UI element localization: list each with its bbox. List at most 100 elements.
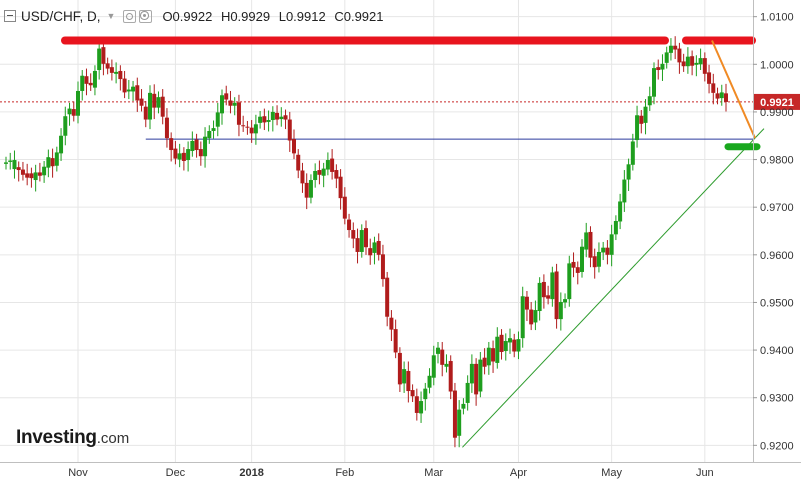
candle-body [584, 232, 589, 250]
y-tick-label-0: 1.0100 [760, 12, 794, 24]
annotations-front: 0.9921 [61, 36, 800, 151]
y-tick-label-2: 0.9900 [760, 107, 794, 119]
candle-body [46, 157, 51, 168]
candle-body [63, 116, 68, 136]
candle-body [571, 261, 576, 268]
candle-body [711, 83, 716, 93]
candle-body [88, 82, 93, 86]
candle-body [652, 68, 656, 97]
candle-body [25, 173, 30, 178]
candle-body [452, 390, 457, 438]
candle-body [173, 148, 178, 159]
candle-body [12, 160, 17, 170]
candle-body [139, 98, 144, 106]
x-tick-label-6: May [601, 467, 622, 479]
candle-body [194, 139, 199, 151]
candle-body [664, 52, 669, 63]
ohlc-readout: O0.9922 H0.9929 L0.9912 C0.9921 [162, 9, 388, 24]
candle-body [118, 70, 123, 80]
candle-body [609, 234, 614, 255]
candle-body [440, 349, 445, 365]
candle-body [448, 361, 453, 392]
candle-body [236, 102, 241, 125]
candle-body [635, 115, 640, 141]
candle-body [533, 310, 538, 323]
candle-body [724, 93, 728, 102]
candle-body [283, 115, 288, 120]
candle-body [393, 329, 398, 353]
candle-body [8, 160, 13, 162]
candle-body [495, 336, 500, 363]
candle-body [681, 61, 686, 67]
candle-body [402, 369, 407, 384]
candle-body [313, 170, 318, 181]
candle-body [626, 164, 631, 180]
candle-body [554, 271, 559, 320]
last-price-label: 0.9921 [760, 97, 794, 109]
candle-body [461, 403, 466, 409]
candle-body [567, 263, 572, 300]
candle-body [29, 173, 34, 179]
candle-body [368, 248, 373, 256]
y-tick-label-1: 1.0000 [760, 59, 794, 71]
candle-body [296, 154, 301, 171]
candle-body [719, 92, 724, 99]
candle-body [592, 256, 597, 268]
y-tick-label-9: 0.9200 [760, 440, 794, 452]
candle-body [245, 126, 250, 128]
candle-body [101, 47, 106, 64]
candle-body [114, 71, 119, 74]
candle-body [715, 93, 720, 99]
candle-body [228, 100, 233, 106]
y-tick-label-8: 0.9300 [760, 393, 794, 405]
y-tick-label-4: 0.9700 [760, 202, 794, 214]
candle-body [76, 90, 80, 116]
candle-body [156, 97, 161, 108]
chevron-down-icon[interactable]: ▼ [106, 11, 116, 21]
candle-body [482, 357, 487, 367]
candle-body [630, 141, 635, 165]
candle-body [80, 75, 85, 91]
eye-icon[interactable] [123, 9, 137, 23]
candle-body [558, 301, 563, 320]
candle-body [414, 396, 419, 413]
candle-body [308, 180, 313, 198]
candle-body [596, 251, 601, 267]
candle-body [380, 254, 385, 280]
x-tick-label-4: Mar [424, 467, 443, 479]
candle-body [59, 135, 64, 154]
candle-body [351, 230, 356, 239]
candle-body [164, 117, 169, 139]
low-value: L0.9912 [278, 8, 326, 24]
candle-body [486, 347, 491, 366]
logo-suffix: .com [96, 430, 130, 447]
candle-body [588, 231, 593, 258]
candle-body [465, 382, 470, 403]
candle-body [135, 85, 140, 101]
candle-body [292, 139, 296, 154]
candle-body [71, 109, 76, 116]
candle-body [97, 48, 102, 71]
candle-body [355, 238, 360, 252]
logo-brand: Investing [16, 427, 97, 448]
candle-body [478, 359, 483, 392]
candle-body [338, 176, 343, 199]
candle-body [67, 108, 72, 115]
candle-body [262, 116, 267, 123]
candle-body [537, 282, 542, 312]
candle-body [241, 125, 246, 127]
candle-body [677, 48, 682, 63]
candle-body [321, 168, 326, 176]
candle-body [160, 96, 165, 117]
investing-logo: Investing.com [16, 427, 129, 449]
candle-body [397, 352, 402, 385]
gear-icon[interactable] [139, 9, 153, 23]
collapse-icon[interactable] [4, 10, 16, 22]
candle-body [546, 295, 551, 299]
chart-header: USD/CHF, D, ▼ O0.9922 H0.9929 L0.9912 C0… [4, 6, 389, 26]
candle-body [563, 299, 568, 303]
candle-body [524, 296, 529, 310]
candle-body [275, 112, 280, 120]
candle-body [639, 115, 644, 124]
